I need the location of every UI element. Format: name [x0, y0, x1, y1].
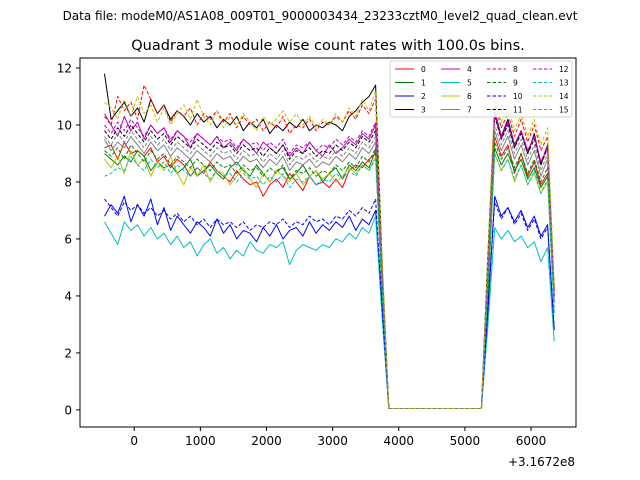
y-tick-label: 12 — [57, 61, 72, 75]
y-tick-label: 8 — [64, 175, 72, 189]
legend-label-7: 7 — [467, 106, 472, 115]
legend-label-13: 13 — [559, 79, 569, 88]
series-line-14 — [104, 90, 555, 409]
legend-label-10: 10 — [513, 92, 523, 101]
legend-label-0: 0 — [421, 65, 426, 74]
x-tick-label: 4000 — [383, 434, 414, 448]
legend-label-14: 14 — [559, 92, 569, 101]
y-tick-label: 6 — [64, 232, 72, 246]
y-tick-label: 4 — [64, 289, 72, 303]
plot-frame — [79, 57, 577, 428]
legend-label-12: 12 — [559, 65, 569, 74]
legend-label-4: 4 — [467, 65, 472, 74]
legend-label-15: 15 — [559, 106, 569, 115]
y-tick-label: 2 — [64, 346, 72, 360]
legend-label-11: 11 — [513, 106, 523, 115]
series-line-4 — [104, 113, 555, 409]
legend-label-3: 3 — [421, 106, 426, 115]
x-tick-label: 3000 — [317, 434, 348, 448]
x-tick-label: 2000 — [251, 434, 282, 448]
figure-suptitle: Data file: modeM0/AS1A08_009T01_90000034… — [63, 9, 578, 23]
legend-label-6: 6 — [467, 92, 472, 101]
x-tick-label: 6000 — [516, 434, 547, 448]
legend-label-8: 8 — [513, 65, 518, 74]
series-line-9 — [104, 141, 555, 409]
legend-label-1: 1 — [421, 79, 426, 88]
series-line-15 — [104, 124, 555, 409]
y-axis: 0 2 4 6 8 10 12 — [57, 61, 80, 417]
legend-label-2: 2 — [421, 92, 426, 101]
x-tick-label: 1000 — [185, 434, 216, 448]
x-offset-label: +3.1672e8 — [508, 455, 575, 469]
x-tick-label: 5000 — [450, 434, 481, 448]
x-axis: 0 1000 2000 3000 4000 5000 6000 — [130, 427, 546, 448]
chart-title: Quadrant 3 module wise count rates with … — [131, 38, 525, 54]
plot-series — [104, 73, 555, 409]
legend-label-5: 5 — [467, 79, 472, 88]
y-tick-label: 10 — [57, 118, 72, 132]
legend-label-9: 9 — [513, 79, 518, 88]
y-tick-label: 0 — [64, 403, 72, 417]
x-tick-label: 0 — [130, 434, 138, 448]
legend-box — [389, 60, 573, 118]
